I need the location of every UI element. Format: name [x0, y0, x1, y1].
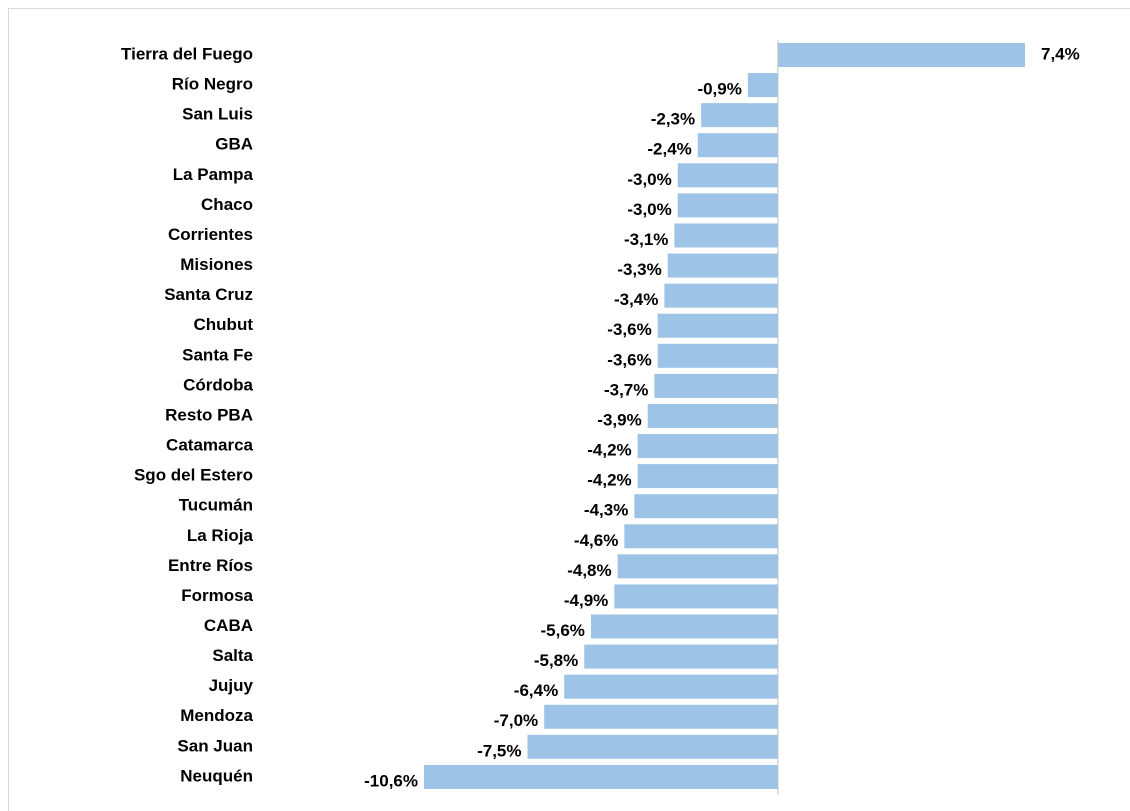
bar [614, 584, 778, 609]
value-label: -10,6% [364, 771, 418, 790]
bar [674, 223, 778, 248]
bar [564, 674, 778, 699]
value-label: -3,6% [607, 350, 651, 369]
category-label: Chubut [194, 315, 254, 334]
bar [701, 103, 778, 128]
value-label: -7,5% [477, 741, 521, 760]
category-label: La Pampa [173, 165, 254, 184]
category-label: GBA [215, 135, 253, 154]
value-label: -3,0% [627, 170, 671, 189]
value-label: -4,9% [564, 591, 608, 610]
value-label: -4,6% [574, 531, 618, 550]
value-label: -5,6% [541, 621, 585, 640]
category-label: Salta [212, 646, 253, 665]
bar [634, 494, 778, 519]
category-label: Río Negro [172, 75, 253, 94]
bar [677, 163, 778, 188]
value-label: -4,8% [567, 561, 611, 580]
bar [544, 704, 778, 729]
bar [590, 614, 778, 639]
value-label: -3,9% [597, 410, 641, 429]
value-label: -3,6% [607, 320, 651, 339]
category-label: Jujuy [209, 676, 254, 695]
value-label: -5,8% [534, 651, 578, 670]
category-label: Formosa [181, 586, 253, 605]
category-label: Tierra del Fuego [121, 44, 253, 63]
category-label: La Rioja [187, 526, 254, 545]
bar [647, 403, 778, 428]
category-label: Tucumán [179, 496, 253, 515]
value-label: -4,3% [584, 501, 628, 520]
category-label: Catamarca [166, 436, 253, 455]
value-label: -2,4% [647, 140, 691, 159]
category-label: San Luis [182, 105, 253, 124]
category-label: Santa Cruz [164, 285, 253, 304]
bar [637, 434, 778, 459]
category-label: Santa Fe [182, 345, 253, 364]
bar [654, 373, 778, 398]
bar [777, 43, 1025, 67]
category-label: Córdoba [183, 375, 253, 394]
bar [667, 253, 778, 278]
category-label: San Juan [177, 736, 253, 755]
bar [617, 554, 778, 579]
value-label: -3,0% [627, 200, 671, 219]
value-label: -3,3% [617, 260, 661, 279]
category-label: Mendoza [180, 706, 253, 725]
bar [664, 283, 778, 308]
category-label: CABA [204, 616, 253, 635]
value-label: 7,4% [1041, 44, 1080, 63]
bar [637, 464, 778, 489]
category-label: Misiones [180, 255, 253, 274]
bar [747, 73, 778, 98]
bar [584, 644, 778, 669]
value-label: -3,1% [624, 230, 668, 249]
bar [677, 193, 778, 218]
category-label: Sgo del Estero [134, 466, 253, 485]
category-label: Entre Ríos [168, 556, 253, 575]
value-label: -3,7% [604, 380, 648, 399]
category-label: Resto PBA [165, 405, 253, 424]
chart-frame [8, 8, 1130, 811]
value-label: -2,3% [651, 110, 695, 129]
category-label: Neuquén [180, 766, 253, 785]
bar [624, 524, 778, 549]
bar [424, 764, 778, 789]
value-label: -6,4% [514, 681, 558, 700]
bar [657, 313, 778, 338]
bar [527, 734, 778, 759]
value-label: -4,2% [587, 441, 631, 460]
value-label: -7,0% [494, 711, 538, 730]
category-label: Corrientes [168, 225, 253, 244]
value-label: -3,4% [614, 290, 658, 309]
bar [697, 133, 778, 158]
category-label: Chaco [201, 195, 253, 214]
bar [657, 343, 778, 368]
value-label: -4,2% [587, 471, 631, 490]
value-label: -0,9% [697, 80, 741, 99]
